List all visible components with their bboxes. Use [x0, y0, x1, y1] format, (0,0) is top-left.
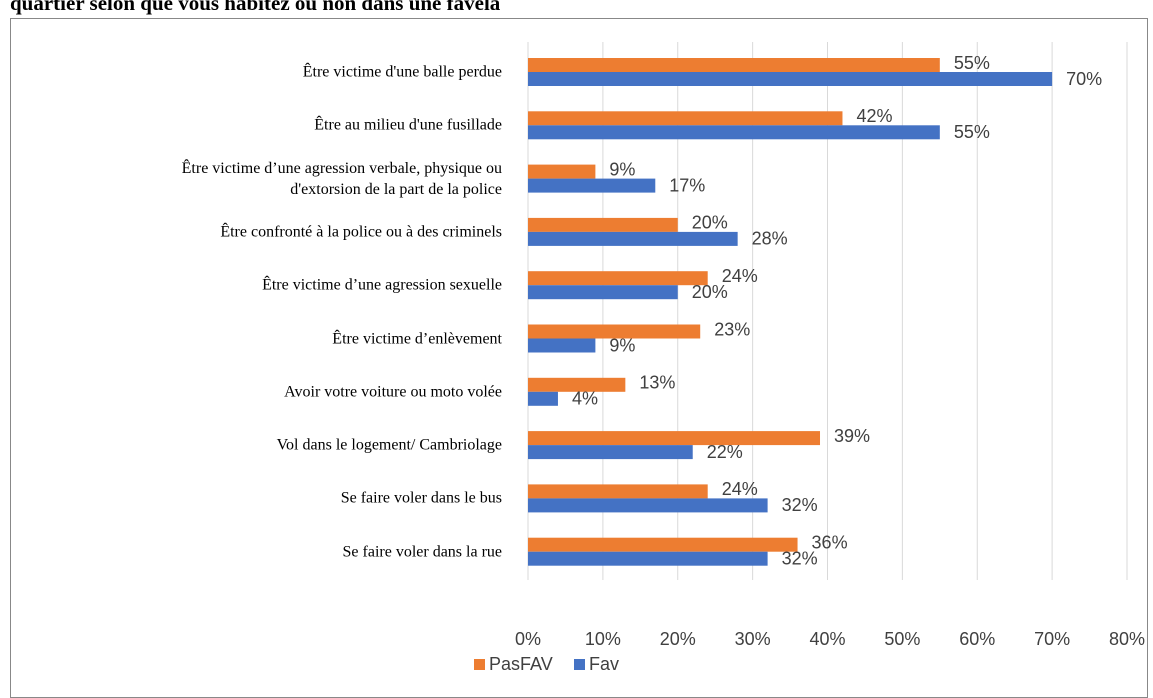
- category-label: Être confronté à la police ou à des crim…: [220, 223, 502, 241]
- data-label: 20%: [692, 213, 728, 233]
- x-tick-label: 70%: [1034, 629, 1070, 649]
- data-label: 9%: [609, 335, 635, 355]
- category-label: Se faire voler dans le bus: [340, 489, 502, 507]
- x-tick-label: 20%: [660, 629, 696, 649]
- bar: [528, 391, 558, 406]
- bar: [528, 111, 843, 126]
- data-label: 55%: [954, 53, 990, 73]
- bar: [528, 537, 798, 552]
- data-label: 55%: [954, 122, 990, 142]
- category-label: Être victime d’une agression sexuelle: [262, 276, 502, 294]
- data-label: 70%: [1066, 69, 1102, 89]
- x-tick-label: 10%: [585, 629, 621, 649]
- bar: [528, 178, 656, 193]
- x-tick-label: 30%: [735, 629, 771, 649]
- category-label: Être victime d’enlèvement: [332, 330, 502, 347]
- bar: [528, 271, 708, 286]
- bar: [528, 285, 678, 300]
- data-label: 9%: [609, 159, 635, 179]
- bar: [528, 125, 940, 140]
- data-label: 4%: [572, 389, 598, 409]
- data-label: 17%: [669, 175, 705, 195]
- bar: [528, 445, 693, 460]
- bar: [528, 338, 596, 353]
- bar: [528, 164, 596, 179]
- data-label: 24%: [722, 266, 758, 286]
- data-label: 42%: [856, 106, 892, 126]
- legend-label: PasFAV: [489, 654, 553, 674]
- data-label: 13%: [639, 373, 675, 393]
- legend-label: Fav: [589, 654, 619, 674]
- page: quartier selon que vous habitez ou non d…: [10, 0, 1148, 698]
- data-label: 23%: [714, 319, 750, 339]
- x-tick-label: 40%: [809, 629, 845, 649]
- chart-title: quartier selon que vous habitez ou non d…: [10, 0, 501, 15]
- data-label: 22%: [707, 442, 743, 462]
- data-label: 32%: [782, 548, 818, 568]
- bar: [528, 431, 821, 446]
- data-label: 39%: [834, 426, 870, 446]
- data-label: 24%: [722, 479, 758, 499]
- bar: [528, 72, 1053, 86]
- data-label: 20%: [692, 282, 728, 302]
- bar: [528, 377, 626, 392]
- chart: 0% 10% 20% 30% 40% 50% 60% 70% 80% 55% 70% 42% 55% 9%…: [474, 42, 1145, 674]
- category-label: Vol dans le logement/ Cambriolage: [276, 436, 502, 454]
- bar: [528, 231, 738, 246]
- category-label: Être au milieu d'une fusillade: [314, 116, 502, 134]
- bar: [528, 58, 940, 72]
- bar: [528, 498, 768, 513]
- x-tick-label: 0%: [515, 629, 541, 649]
- data-label: 32%: [782, 495, 818, 515]
- data-label: 36%: [812, 532, 848, 552]
- x-tick-label: 60%: [959, 629, 995, 649]
- bar: [528, 324, 701, 339]
- category-label: Être victime d'une balle perdue: [302, 63, 502, 81]
- legend-swatch: [574, 659, 585, 670]
- x-tick-label: 50%: [884, 629, 920, 649]
- legend-swatch: [474, 659, 485, 670]
- category-label: Avoir votre voiture ou moto volée: [284, 383, 502, 401]
- bar: [528, 217, 678, 232]
- bar: [528, 551, 768, 566]
- bar: [528, 484, 708, 499]
- data-label: 28%: [752, 229, 788, 249]
- category-label: Se faire voler dans la rue: [342, 543, 502, 561]
- x-tick-label: 80%: [1109, 629, 1145, 649]
- category-label: Être victime d’une agression verbale, ph…: [181, 159, 502, 198]
